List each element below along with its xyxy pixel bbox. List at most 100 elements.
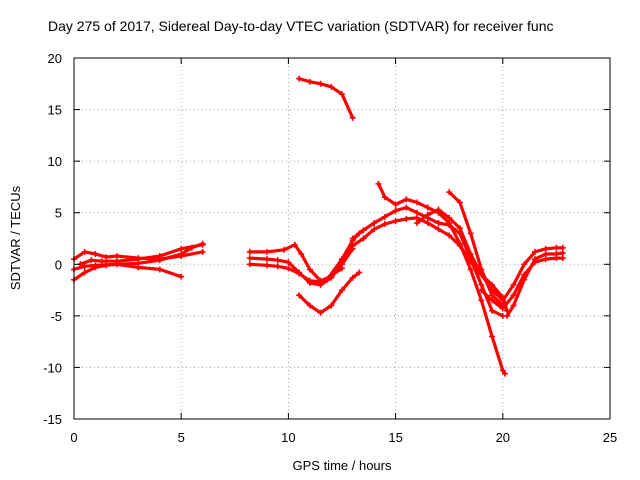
data-point: [456, 225, 463, 232]
data-point: [156, 266, 163, 273]
data-point: [349, 114, 356, 121]
data-point: [414, 220, 421, 227]
data-point: [360, 235, 367, 242]
data-point: [499, 297, 506, 304]
data-point: [135, 264, 142, 271]
y-axis-label: SDTVAR / TECUs: [8, 185, 23, 290]
y-tick-label: 10: [48, 154, 62, 169]
data-point: [446, 189, 453, 196]
data-point: [296, 75, 303, 82]
data-point: [274, 257, 281, 264]
data-point: [81, 269, 88, 276]
data-point: [499, 367, 506, 374]
data-point: [553, 250, 560, 257]
y-tick-label: 15: [48, 103, 62, 118]
data-point: [317, 80, 324, 87]
data-point: [328, 302, 335, 309]
y-tick-label: 0: [55, 257, 62, 272]
data-point: [285, 265, 292, 272]
data-point: [403, 215, 410, 222]
data-point: [414, 214, 421, 221]
data-point: [489, 333, 496, 340]
series-line: [447, 190, 505, 308]
data-point: [178, 273, 185, 280]
data-point: [306, 266, 313, 273]
data-point: [246, 248, 253, 255]
data-point: [317, 278, 324, 285]
chart-title: Day 275 of 2017, Sidereal Day-to-day VTE…: [48, 18, 554, 34]
x-tick-label: 10: [281, 430, 295, 445]
data-point: [446, 220, 453, 227]
data-point: [156, 253, 163, 260]
data-point: [435, 226, 442, 233]
x-tick-label: 15: [388, 430, 402, 445]
data-point: [113, 258, 120, 265]
data-point: [339, 256, 345, 263]
y-tick-label: 20: [48, 51, 62, 66]
data-point: [504, 312, 511, 319]
data-point: [392, 217, 399, 224]
data-point: [375, 180, 382, 187]
data-point: [553, 244, 560, 251]
data-point: [542, 245, 549, 252]
x-tick-label: 5: [178, 430, 185, 445]
data-point: [371, 220, 378, 227]
data-point: [446, 214, 453, 221]
data-point: [349, 242, 356, 249]
data-point: [478, 271, 485, 278]
data-series: [296, 269, 363, 316]
data-point: [510, 292, 517, 299]
data-point: [489, 297, 496, 304]
axis-ticks: 0 5 10 15 20 25 -15 -10 -5 0 5 10 15 20: [43, 51, 617, 445]
data-point: [92, 250, 99, 257]
data-point: [339, 265, 345, 272]
data-point: [559, 255, 566, 262]
data-point: [510, 302, 517, 309]
series-line: [376, 182, 507, 376]
data-point: [467, 266, 474, 273]
data-series: [77, 241, 206, 268]
data-point: [392, 207, 399, 214]
data-point: [531, 256, 538, 263]
data-series: [375, 180, 508, 377]
data-point: [349, 235, 356, 242]
data-point: [323, 276, 330, 283]
x-tick-label: 25: [603, 430, 617, 445]
data-point: [281, 246, 288, 253]
data-point: [135, 256, 142, 263]
data-point: [435, 220, 442, 227]
data-point: [499, 305, 506, 312]
data-point: [349, 274, 356, 281]
data-point: [424, 204, 431, 211]
data-point: [446, 232, 453, 239]
data-point: [531, 248, 538, 255]
y-tick-label: -5: [50, 309, 62, 324]
data-point: [296, 270, 303, 277]
data-series: [478, 255, 566, 312]
data-point: [521, 276, 528, 283]
data-point: [435, 206, 442, 213]
data-point: [478, 287, 485, 294]
data-point: [199, 241, 206, 248]
data-point: [92, 262, 99, 269]
data-point: [291, 241, 298, 248]
data-point: [371, 226, 378, 233]
data-point: [456, 199, 463, 206]
data-point: [478, 297, 485, 304]
data-point: [542, 250, 549, 257]
data-point: [296, 292, 303, 299]
data-point: [403, 196, 410, 203]
data-point: [489, 307, 496, 314]
data-point: [456, 240, 463, 247]
data-series: [71, 261, 185, 280]
data-point: [414, 209, 421, 216]
data-point: [339, 91, 345, 98]
data-point: [559, 249, 566, 256]
data-point: [98, 258, 105, 265]
y-tick-label: -10: [43, 360, 62, 375]
data-point: [510, 281, 517, 288]
data-point: [199, 248, 206, 255]
data-point: [263, 256, 270, 263]
data-series: [446, 189, 506, 309]
